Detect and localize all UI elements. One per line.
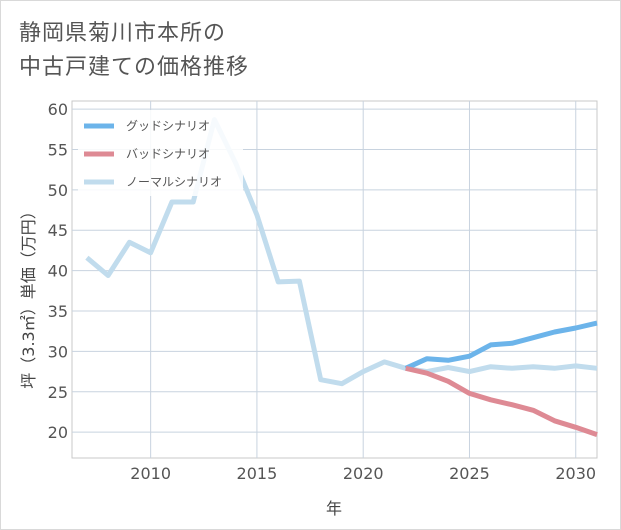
series-line-2 <box>85 117 598 387</box>
x-tick-label: 2015 <box>237 464 278 483</box>
x-tick-label: 2020 <box>343 464 384 483</box>
y-tick-label: 30 <box>48 342 68 361</box>
y-tick-labels: 20 25 30 35 40 45 50 55 60 <box>48 100 68 442</box>
series-line-1 <box>405 365 598 437</box>
chart-title-line-2: 中古戸建ての価格推移 <box>19 55 250 80</box>
y-tick-label: 35 <box>48 302 68 321</box>
series-lines <box>85 117 598 437</box>
x-tick-labels: 2010 2015 2020 2025 2030 <box>130 464 596 483</box>
x-tick-label: 2010 <box>130 464 171 483</box>
y-axis-title: 坪（3.3㎡）単価（万円） <box>19 203 38 388</box>
legend-label: ノーマルシナリオ <box>126 175 222 189</box>
legend-label: グッドシナリオ <box>126 119 210 133</box>
chart-title: 静岡県菊川市本所の 中古戸建ての価格推移 <box>19 17 249 85</box>
series-line-0 <box>404 320 598 371</box>
y-tick-label: 55 <box>48 140 68 159</box>
y-tick-label: 40 <box>48 262 68 281</box>
x-axis-title: 年 <box>326 499 342 518</box>
y-tick-label: 60 <box>48 100 68 119</box>
chart-title-line-1: 静岡県菊川市本所の <box>19 21 227 46</box>
x-tick-label: 2030 <box>555 464 596 483</box>
y-tick-label: 20 <box>48 423 68 442</box>
x-tick-label: 2025 <box>449 464 490 483</box>
y-tick-label: 25 <box>48 383 68 402</box>
y-tick-label: 45 <box>48 221 68 240</box>
legend-label: バッドシナリオ <box>126 147 210 161</box>
y-tick-label: 50 <box>48 181 68 200</box>
